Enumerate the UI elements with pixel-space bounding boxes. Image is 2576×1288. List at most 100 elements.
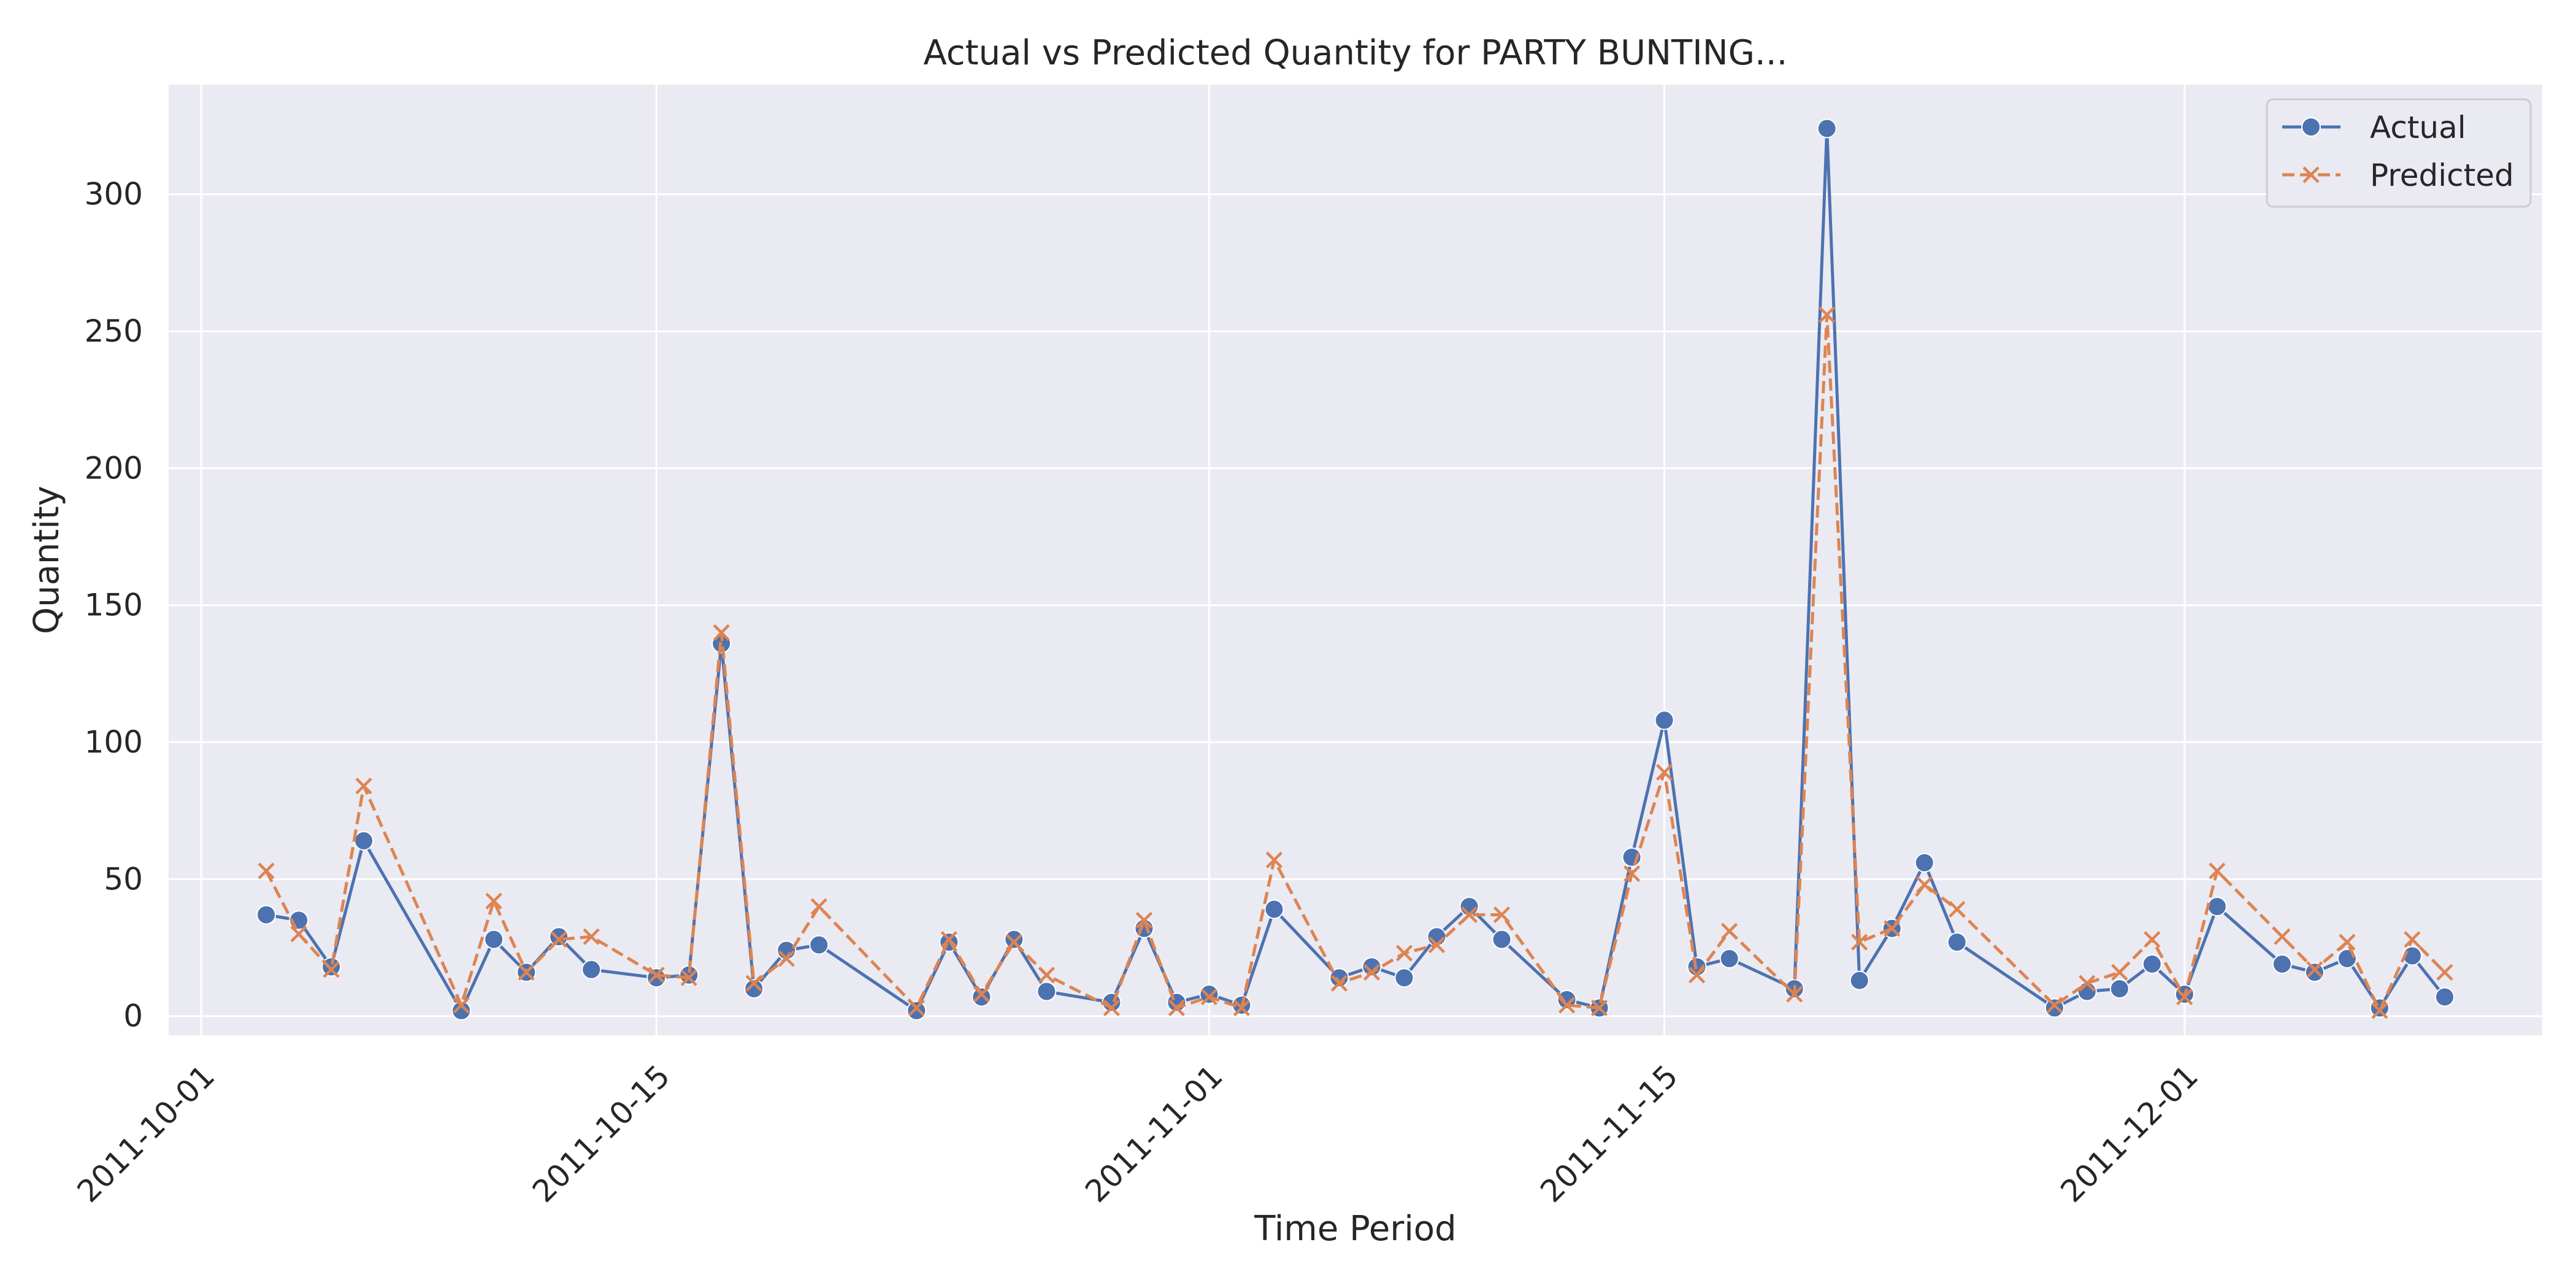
legend-label: Actual [2370,110,2466,145]
data-point [485,892,502,910]
data-point [321,957,342,977]
data-point [1721,922,1738,940]
data-point [451,1000,472,1021]
data-point [518,964,535,981]
data-point [778,950,795,967]
data-point [1428,936,1446,954]
chart-title: Actual vs Predicted Quantity for PARTY B… [924,33,1788,73]
y-tick-label: 100 [85,724,143,760]
data-point [258,862,275,880]
data-point [744,979,764,999]
data-point [323,961,340,978]
data-point [581,959,602,979]
plot-area [169,85,2542,1035]
data-point [1656,764,1673,781]
data-point [2436,964,2453,981]
data-point [2434,987,2455,1007]
data-point [1004,929,1024,949]
data-point [1394,968,1414,988]
data-point [549,927,569,947]
data-point [1817,118,1837,139]
data-point [2176,988,2193,1006]
grid [169,85,2542,1035]
data-point [713,624,730,641]
data-point [1819,306,1836,323]
data-point [648,967,665,984]
x-axis-ticks: 2011-10-01 2011-10-15 2011-11-01 2011-11-15… [71,1058,2205,1209]
data-point [2142,954,2162,974]
data-point [583,928,600,945]
series-layer [256,118,2455,1021]
data-point [1103,999,1120,1016]
data-point [2209,862,2226,880]
y-tick-label: 50 [104,861,143,897]
data-point [940,931,957,948]
data-point [1949,900,1966,918]
data-point [1849,970,1869,991]
data-point [1395,945,1413,962]
data-point [1558,997,1576,1014]
data-point [1623,865,1641,883]
data-point [355,777,372,795]
data-point [1719,948,1739,968]
data-point [2111,964,2128,981]
data-point [256,905,277,925]
data-point [2207,897,2227,917]
data-point [290,926,307,943]
x-tick-label: 2011-11-15 [1533,1058,1684,1209]
x-tick-label: 2011-12-01 [2054,1058,2205,1209]
data-point [1851,933,1868,951]
data-point [354,830,374,851]
data-point [1233,999,1251,1016]
series-predicted [258,306,2453,1019]
data-point [2144,931,2161,948]
data-point [745,975,762,992]
data-point [1005,933,1022,951]
x-tick-label: 2011-11-01 [1078,1058,1229,1209]
data-point [1265,851,1283,868]
data-point [2339,933,2356,951]
data-point [1492,929,1512,949]
legend-marker [2302,166,2320,183]
data-point [2272,954,2292,974]
data-point [1916,876,1933,893]
data-point [908,999,925,1016]
data-point [2109,979,2129,999]
legend: Actual Predicted [2266,98,2532,208]
data-point [973,986,990,1003]
y-tick-label: 250 [85,313,143,349]
data-point [1168,999,1186,1016]
x-tick-label: 2011-10-01 [71,1058,221,1209]
data-point [907,1000,927,1021]
data-point [453,997,470,1014]
data-point [2306,961,2323,978]
data-point [2274,928,2291,945]
x-tick-label: 2011-10-15 [526,1058,677,1209]
data-point [1362,957,1382,977]
data-point [2404,931,2421,948]
y-axis-label: Quantity [27,486,67,634]
data-point [1947,932,1967,953]
data-point [809,935,829,955]
data-point [680,969,697,986]
data-point [484,929,504,949]
series-line-predicted [264,313,2446,1013]
data-point [1200,988,1218,1006]
data-point [550,931,567,948]
x-axis-label: Time Period [1254,1209,1456,1249]
legend-item-predicted: Predicted [2282,158,2514,193]
data-point [1264,899,1284,919]
legend-label: Predicted [2370,158,2514,193]
data-point [1493,906,1511,924]
y-tick-label: 150 [85,588,143,623]
data-point [1135,911,1153,929]
data-point [1038,967,1055,984]
data-point [2046,997,2063,1014]
y-tick-label: 300 [85,177,143,212]
data-point [2337,948,2357,968]
data-point [1654,710,1674,730]
legend-marker [2301,117,2321,137]
data-point [972,987,992,1007]
